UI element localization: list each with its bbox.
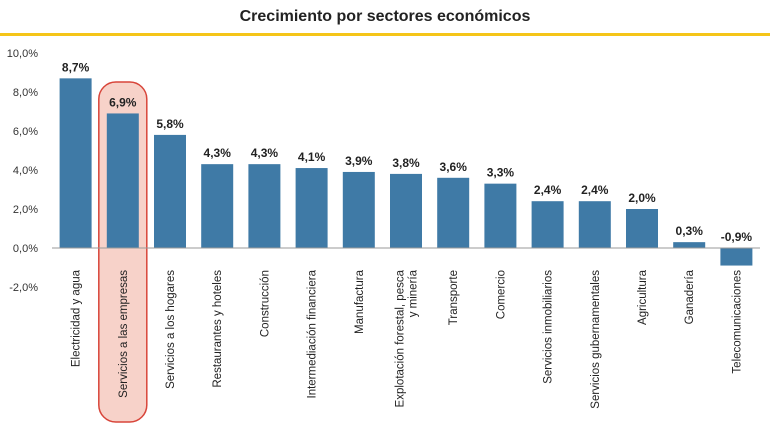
category-label: Intermediación financiera	[307, 269, 319, 398]
value-label: 3,6%	[440, 160, 468, 174]
y-tick-label: 8,0%	[13, 87, 38, 99]
category-label: Manufactura	[354, 269, 366, 334]
value-label: 8,7%	[62, 60, 90, 74]
category-label-line: Explotación forestal, pesca	[395, 269, 407, 407]
bar	[531, 201, 564, 248]
value-label: -0,9%	[721, 230, 753, 244]
bar	[59, 78, 92, 248]
bar	[342, 171, 375, 248]
y-tick-label: 0,0%	[13, 243, 38, 255]
value-label: 2,4%	[534, 183, 562, 197]
category-label: Telecomunicaciones	[731, 270, 743, 374]
category-label: Servicios inmobiliarios	[543, 270, 555, 384]
category-label: Servicios a los hogares	[165, 270, 177, 389]
category-label-line: Servicios gubernamentales	[590, 270, 602, 409]
category-label-line: Comercio	[495, 270, 507, 319]
value-label: 4,3%	[204, 146, 232, 160]
title-underline	[0, 33, 770, 36]
value-label: 3,8%	[392, 156, 420, 170]
category-label-line: Construcción	[259, 270, 271, 337]
category-label-line: y minería	[408, 269, 420, 317]
category-label: Electricidad y agua	[71, 269, 83, 367]
category-label-line: Intermediación financiera	[307, 269, 319, 398]
category-label: Construcción	[259, 270, 271, 337]
bar	[154, 134, 186, 248]
category-label-line: Agricultura	[637, 269, 649, 325]
category-label: Ganadería	[684, 269, 696, 324]
y-tick-label: 6,0%	[13, 126, 38, 138]
bar	[626, 209, 658, 248]
category-label-line: Servicios a los hogares	[165, 270, 177, 389]
y-tick-label: -2,0%	[9, 282, 38, 294]
value-label: 4,3%	[251, 146, 279, 160]
value-label: 2,4%	[581, 183, 609, 197]
value-label: 4,1%	[298, 150, 326, 164]
category-label: Agricultura	[637, 269, 649, 325]
category-label: Restaurantes y hoteles	[212, 270, 224, 388]
category-label: Servicios a las empresas	[118, 270, 130, 398]
bar	[106, 113, 139, 248]
category-label-line: Servicios inmobiliarios	[543, 270, 555, 384]
bar	[720, 248, 753, 266]
category-label: Servicios gubernamentales	[590, 270, 602, 409]
category-label-line: Transporte	[448, 270, 460, 325]
category-label-line: Servicios a las empresas	[118, 270, 130, 398]
category-label-line: Ganadería	[684, 269, 696, 324]
bar	[390, 173, 422, 248]
category-label-line: Manufactura	[354, 269, 366, 334]
bar	[578, 201, 611, 248]
y-tick-label: 10,0%	[7, 48, 38, 60]
bar	[484, 183, 517, 248]
y-tick-label: 4,0%	[13, 165, 38, 177]
value-label: 5,8%	[156, 117, 184, 131]
category-label-line: Telecomunicaciones	[731, 270, 743, 374]
y-tick-label: 2,0%	[13, 204, 38, 216]
bar	[437, 177, 470, 248]
value-label: 3,3%	[487, 166, 515, 180]
bar	[673, 242, 706, 248]
category-label: Explotación forestal, pesca y minería	[395, 269, 420, 407]
bar	[248, 164, 281, 248]
category-label: Comercio	[495, 270, 507, 319]
category-label-line: Electricidad y agua	[71, 269, 83, 367]
value-label: 2,0%	[628, 191, 656, 205]
category-label: Transporte	[448, 270, 460, 325]
category-label-line: Restaurantes y hoteles	[212, 270, 224, 388]
bar	[295, 168, 328, 248]
value-label: 0,3%	[676, 224, 704, 238]
chart-title: Crecimiento por sectores económicos	[239, 8, 531, 25]
value-label: 6,9%	[109, 95, 137, 109]
bar	[201, 164, 234, 248]
value-label: 3,9%	[345, 154, 373, 168]
